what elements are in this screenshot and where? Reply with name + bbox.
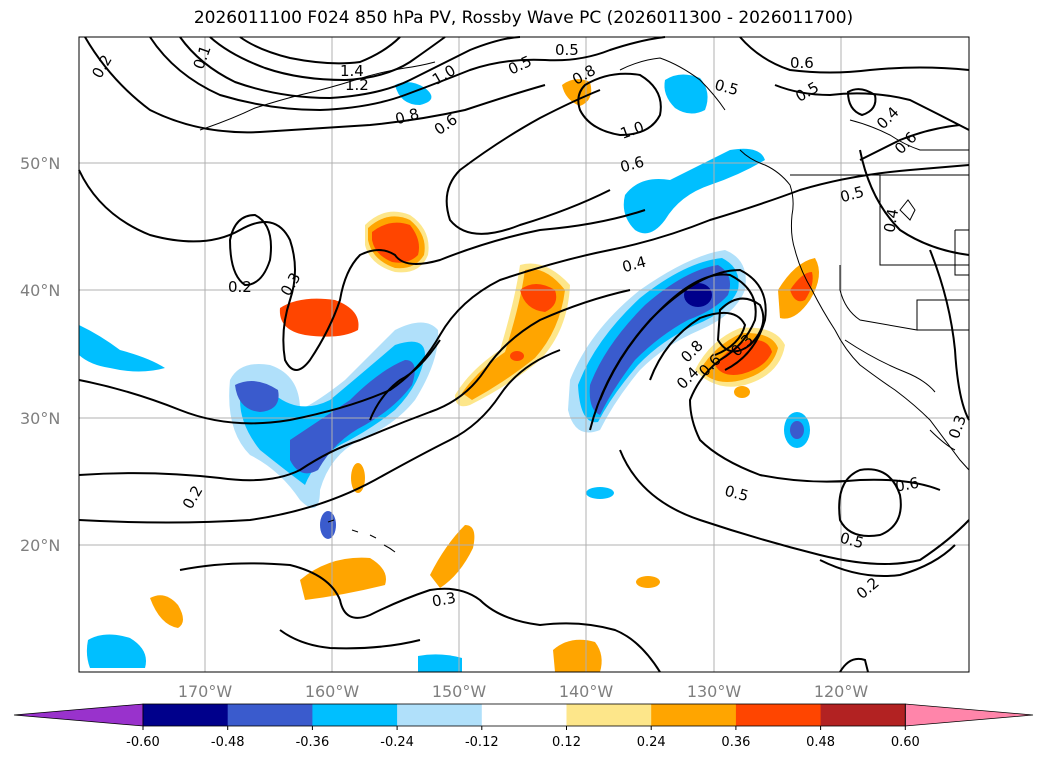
contour-label: 0.8 [393, 105, 421, 129]
lon-label: 160°W [305, 682, 360, 701]
map-plot-area: 0.2 0.1 1.4 1.2 1.0 0.5 0.8 0.6 0.3 0.4 … [78, 36, 970, 673]
lon-label: 120°W [814, 682, 869, 701]
colorbar-tick-label: 0.24 [637, 735, 666, 750]
positive-anomaly-west-core [279, 298, 359, 337]
lon-label: 140°W [559, 682, 614, 701]
colorbar-outline [142, 703, 906, 727]
colorbar-segment [397, 704, 483, 726]
negative-anomaly-small-2 [320, 511, 336, 539]
negative-anomaly-sw [86, 634, 146, 668]
negative-anomaly-west-blob [235, 381, 279, 412]
contour-label: 0.4 [620, 253, 648, 277]
contour-label: 1.4 [340, 62, 364, 80]
colorbar-tick-label: -0.48 [211, 735, 245, 750]
contour-label: 0.5 [713, 76, 741, 100]
colorbar-segment [651, 704, 737, 726]
colorbar-segment [481, 704, 567, 726]
positive-anomaly-california-core [790, 272, 813, 302]
negative-anomaly-alaska [664, 74, 708, 114]
pv-contours [78, 36, 970, 673]
positive-anomaly-south-2 [430, 525, 475, 588]
negative-anomaly-north [623, 148, 765, 234]
colorbar-tick-label: 0.48 [806, 735, 835, 750]
colorbar-segment [820, 704, 906, 726]
colorbar-tick-label: -0.12 [465, 735, 499, 750]
contour-label: 0.6 [894, 474, 921, 496]
colorbar-tick-label: 0.36 [721, 735, 750, 750]
colorbar-segment [566, 704, 652, 726]
contour-label: 0.5 [555, 41, 579, 59]
positive-anomaly-south-4 [553, 639, 602, 672]
negative-anomaly-south [418, 654, 462, 672]
lon-label: 130°W [687, 682, 742, 701]
positive-anomaly-small-3 [734, 386, 750, 398]
positive-anomaly-central-dot [510, 351, 524, 361]
colorbar-tick-label: -0.24 [380, 735, 414, 750]
contour-label: 0.6 [790, 54, 814, 72]
gridlines [79, 37, 969, 672]
contour-label: 0.5 [723, 482, 751, 506]
latitude-labels: 50°N 40°N 30°N 20°N [20, 154, 60, 555]
lon-label: 170°W [178, 682, 233, 701]
contour-label: 0.4 [880, 207, 902, 234]
colorbar-tick-label: 0.60 [891, 735, 920, 750]
contour-label: 0.5 [838, 529, 866, 553]
negative-anomaly-west-edge [79, 325, 165, 372]
longitude-labels: 170°W 160°W 150°W 140°W 130°W 120°W [178, 682, 869, 701]
colorbar-segment [735, 704, 822, 726]
colorbar-tick-label: -0.36 [296, 735, 330, 750]
contour-label: 0.2 [228, 278, 252, 296]
shaded-anomalies [79, 74, 819, 672]
lat-label: 30°N [20, 409, 60, 428]
contour-label: 0.5 [838, 183, 866, 207]
contour-label: 1.2 [345, 76, 369, 94]
positive-anomaly-small-2 [636, 576, 660, 588]
negative-anomaly-west-dark [290, 360, 415, 474]
positive-anomaly-small-1 [351, 463, 365, 493]
positive-anomaly-central-core [520, 284, 557, 312]
colorbar-segment [143, 704, 229, 726]
contour-label: 0.3 [431, 589, 458, 611]
positive-anomaly-south-1 [300, 557, 386, 600]
colorbar-segment [312, 704, 398, 726]
lat-label: 50°N [20, 154, 60, 173]
lat-label: 40°N [20, 281, 60, 300]
negative-anomaly-baja-core [790, 421, 804, 439]
lat-label: 20°N [20, 536, 60, 555]
colorbar-extend-min [13, 703, 144, 727]
positive-anomaly-north-pacific-core [372, 222, 419, 263]
colorbar-segment [227, 704, 313, 726]
negative-anomaly-small-1 [586, 487, 614, 499]
contour-label: 0.6 [618, 153, 646, 177]
positive-anomaly-south-3 [150, 595, 183, 628]
colorbar: -0.60 -0.48 -0.36 -0.24 -0.12 0.12 0.24 0.36 0.4… [13, 703, 1034, 750]
colorbar-tick-label: 0.12 [552, 735, 581, 750]
colorbar-tick-label: -0.60 [126, 735, 160, 750]
lon-label: 150°W [432, 682, 487, 701]
colorbar-extend-max [904, 703, 1034, 727]
negative-anomaly-center-core [684, 283, 712, 307]
map-title: 2026011100 F024 850 hPa PV, Rossby Wave … [193, 8, 854, 28]
